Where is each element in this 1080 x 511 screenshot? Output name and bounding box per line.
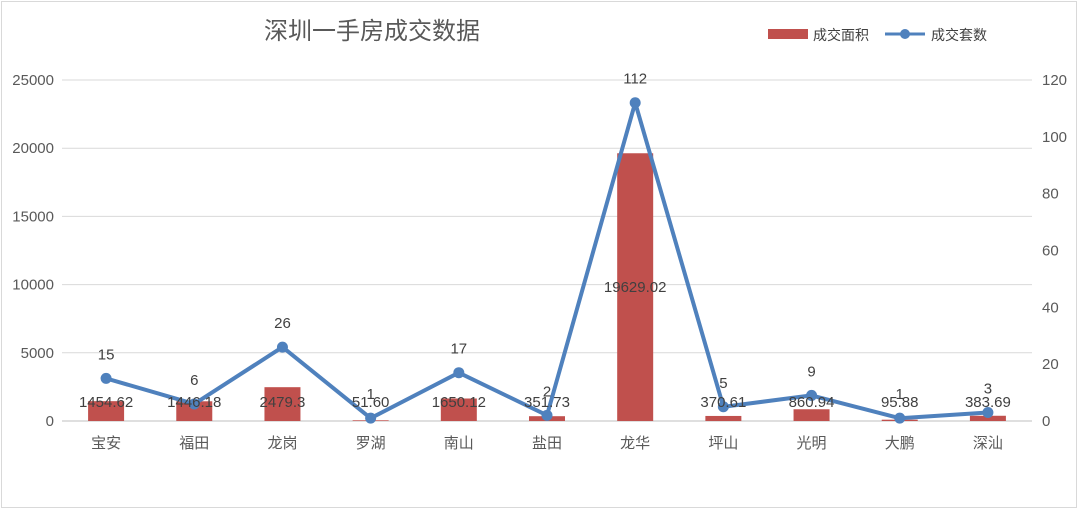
right-tick-label: 80 — [1042, 186, 1059, 203]
right-tick-label: 120 — [1042, 72, 1067, 89]
count-marker — [453, 367, 465, 379]
area-data-label: 2479.3 — [260, 394, 306, 411]
area-data-label: 1650.12 — [432, 394, 486, 411]
category-label: 大鹏 — [885, 434, 915, 452]
count-marker — [894, 412, 906, 424]
count-data-label: 1 — [896, 386, 904, 403]
area-data-label: 860.94 — [789, 394, 835, 411]
legend-swatch-count-marker — [900, 29, 910, 39]
count-data-label: 1 — [366, 386, 374, 403]
count-marker — [982, 406, 994, 418]
count-marker — [365, 412, 377, 424]
category-label: 宝安 — [91, 434, 121, 452]
count-marker — [100, 372, 112, 384]
category-label: 福田 — [179, 434, 209, 452]
bar — [264, 387, 301, 421]
count-marker — [188, 398, 200, 410]
left-tick-label: 0 — [46, 413, 54, 430]
legend-label-area: 成交面积 — [813, 27, 869, 44]
right-tick-label: 20 — [1042, 356, 1059, 373]
category-label: 龙华 — [620, 434, 650, 452]
right-tick-label: 100 — [1042, 129, 1067, 146]
area-data-label: 51.60 — [352, 394, 390, 411]
count-marker — [541, 409, 553, 421]
legend-label-count: 成交套数 — [931, 27, 987, 44]
legend-swatch-area — [768, 29, 808, 39]
right-tick-label: 60 — [1042, 243, 1059, 260]
count-data-label: 9 — [807, 363, 815, 380]
count-marker — [629, 97, 641, 109]
right-tick-label: 40 — [1042, 299, 1059, 316]
bar — [88, 401, 125, 421]
area-data-label: 95.88 — [881, 394, 919, 411]
left-tick-label: 10000 — [12, 277, 54, 294]
count-data-label: 3 — [984, 380, 992, 397]
area-bars — [88, 153, 1006, 421]
category-label: 龙岗 — [267, 434, 297, 452]
left-y-axis: 0 5000 10000 15000 20000 25000 — [12, 72, 54, 430]
count-data-label: 26 — [274, 315, 291, 332]
left-tick-label: 15000 — [12, 208, 54, 225]
area-data-label: 383.69 — [965, 394, 1011, 411]
area-data-label: 1446.18 — [167, 394, 221, 411]
left-tick-label: 5000 — [21, 345, 54, 362]
count-marker — [717, 401, 729, 413]
category-label: 深汕 — [973, 434, 1003, 452]
bar — [969, 415, 1006, 421]
right-tick-label: 0 — [1042, 413, 1050, 430]
bar — [440, 398, 477, 421]
category-label: 坪山 — [708, 434, 738, 452]
area-data-label: 351.73 — [524, 394, 570, 411]
area-data-label: 1454.62 — [79, 394, 133, 411]
chart-title: 深圳一手房成交数据 — [264, 17, 480, 45]
bar — [176, 401, 213, 421]
left-tick-label: 25000 — [12, 72, 54, 89]
count-marker — [276, 341, 288, 353]
count-data-label: 6 — [190, 372, 198, 389]
left-tick-label: 20000 — [12, 140, 54, 157]
area-data-label: 19629.02 — [604, 279, 667, 296]
count-data-label: 112 — [623, 71, 647, 88]
category-label: 南山 — [444, 434, 474, 452]
count-data-label: 15 — [98, 346, 115, 363]
count-series-line — [105, 100, 989, 421]
category-label: 罗湖 — [356, 434, 386, 452]
legend: 成交面积 成交套数 — [768, 27, 987, 44]
bar — [617, 153, 654, 421]
right-y-axis: 0 20 40 60 80 100 120 — [1042, 72, 1067, 430]
count-data-label: 2 — [543, 383, 551, 400]
bar — [793, 409, 830, 421]
category-label: 盐田 — [532, 434, 562, 452]
count-line — [100, 97, 994, 424]
category-label: 光明 — [797, 434, 827, 452]
x-axis-categories: 宝安 福田 龙岗 罗湖 南山 盐田 龙华 坪山 光明 大鹏 深汕 — [91, 434, 1003, 452]
gridlines — [62, 79, 1032, 422]
count-data-label: 17 — [450, 341, 467, 358]
bar — [705, 415, 742, 421]
count-data-label: 5 — [719, 375, 727, 392]
area-data-labels: 1454.62 1446.18 2479.3 51.60 1650.12 351.7319… — [79, 279, 1011, 411]
count-marker — [806, 389, 818, 401]
area-data-label: 370.61 — [700, 394, 746, 411]
